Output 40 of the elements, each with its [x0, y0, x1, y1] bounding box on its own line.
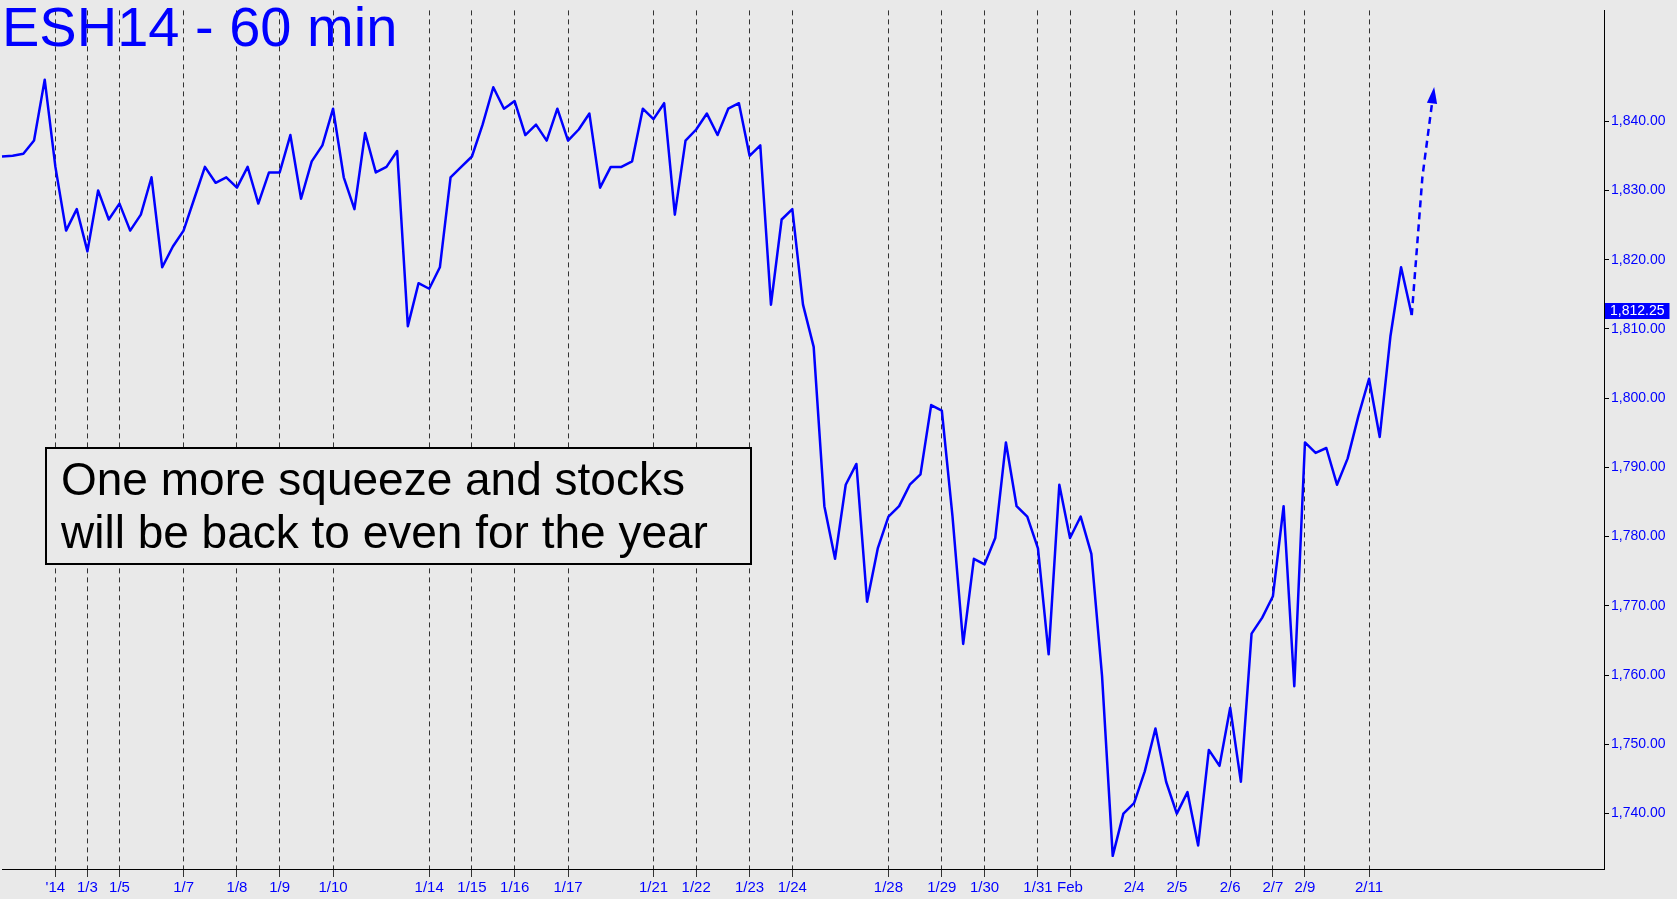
x-tick-label: 1/9	[269, 878, 291, 896]
x-tick-label: 1/31	[1023, 878, 1053, 896]
x-tick-label: 1/10	[318, 878, 348, 896]
y-tick-label: 1,740.00	[1611, 804, 1666, 821]
x-tick-label: '14	[45, 878, 66, 896]
y-tick-label: 1,790.00	[1611, 458, 1666, 475]
y-tick-label: 1,780.00	[1611, 527, 1666, 544]
x-tick-label: 1/23	[735, 878, 765, 896]
x-tick-label: 1/22	[681, 878, 711, 896]
y-tick-label: 1,820.00	[1611, 250, 1666, 267]
x-tick-label: 2/11	[1354, 878, 1384, 896]
x-tick-label: 1/28	[873, 878, 904, 896]
x-tick-label: 1/5	[109, 878, 130, 896]
x-tick-label: 2/7	[1262, 878, 1284, 896]
x-tick-label: 1/15	[457, 878, 487, 896]
y-tick-label: 1,770.00	[1611, 596, 1666, 613]
x-tick-label: 1/16	[500, 878, 530, 896]
y-tick-label: 1,750.00	[1611, 735, 1666, 752]
y-tick-label: 1,760.00	[1611, 665, 1666, 682]
y-tick-label: 1,810.00	[1611, 319, 1666, 336]
x-tick-label: 2/6	[1219, 878, 1241, 896]
x-tick-label: 1/21	[638, 878, 669, 896]
text: 1,812.25	[1610, 301, 1665, 318]
y-tick-label: 1,800.00	[1611, 389, 1666, 406]
chart-title: ESH14 - 60 min	[2, 0, 398, 58]
x-tick-label: Feb	[1057, 878, 1083, 896]
y-tick-label: 1,840.00	[1611, 112, 1666, 129]
y-tick-label: 1,830.00	[1611, 181, 1666, 198]
annotation: One more squeeze and stocks will be back to even for the year	[45, 447, 752, 565]
x-tick-label: 2/5	[1166, 878, 1188, 896]
x-tick-label: 2/9	[1294, 878, 1316, 896]
x-tick-label: 1/14	[414, 878, 444, 896]
x-tick-label: 1/8	[226, 878, 248, 896]
x-tick-label: 1/7	[173, 878, 194, 896]
x-tick-label: 2/4	[1123, 878, 1145, 896]
x-tick-label: 1/17	[553, 878, 583, 896]
x-tick-label: 1/24	[777, 878, 807, 896]
x-tick-label: 1/3	[77, 878, 98, 896]
x-tick-label: 1/30	[969, 878, 1000, 896]
x-tick-label: 1/29	[927, 878, 957, 896]
